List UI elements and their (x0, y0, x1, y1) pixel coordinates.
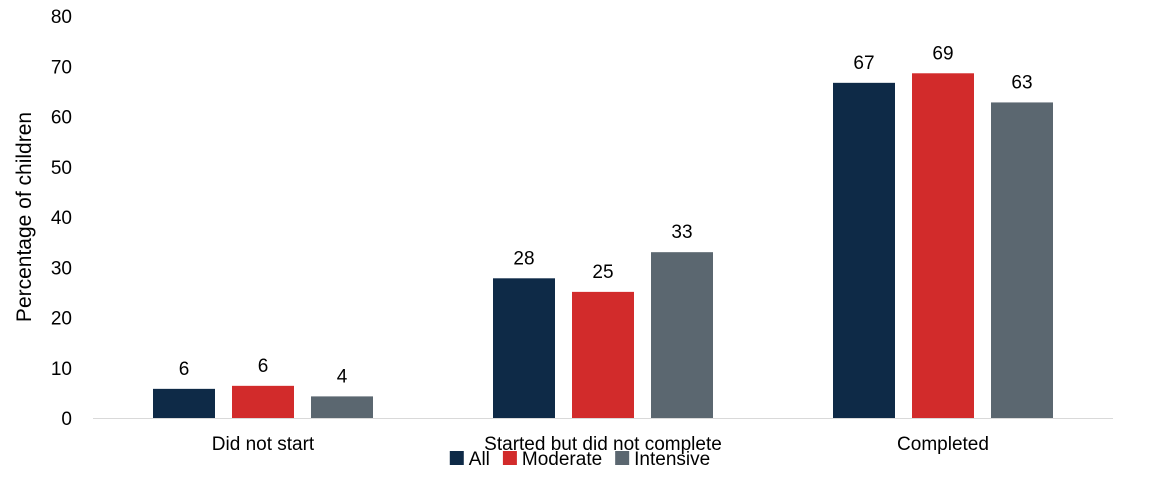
legend: All Moderate Intensive (449, 449, 710, 470)
y-tick-label: 70 (51, 57, 72, 78)
value-label: 28 (513, 248, 534, 269)
value-labels-group: 6 6 4 28 25 33 67 69 63 (179, 43, 1033, 387)
bar-intensive-0 (311, 396, 373, 418)
value-label: 63 (1011, 72, 1032, 93)
y-tick-label: 60 (51, 108, 72, 129)
y-tick-label: 20 (51, 309, 72, 330)
bar-all-0 (153, 388, 215, 418)
category-label: Started but did not complete (484, 434, 722, 455)
y-axis-title-group: Percentage of children (13, 112, 36, 322)
legend-label-moderate: Moderate (522, 449, 602, 470)
value-label: 67 (853, 53, 874, 74)
value-label: 6 (258, 356, 269, 377)
bar-moderate-1 (572, 291, 634, 418)
y-tick-label: 0 (61, 409, 72, 430)
legend-label-intensive: Intensive (634, 449, 710, 470)
bar-moderate-0 (232, 385, 294, 418)
value-label: 69 (932, 43, 953, 64)
bar-moderate-2 (912, 73, 974, 418)
value-label: 25 (592, 262, 613, 283)
y-axis-title: Percentage of children (13, 112, 36, 322)
bar-all-1 (493, 278, 555, 418)
value-label: 4 (337, 366, 348, 387)
y-axis-ticks: 0 10 20 30 40 50 60 70 80 (51, 7, 72, 430)
y-tick-label: 50 (51, 158, 72, 179)
bars-group (153, 73, 1053, 419)
legend-swatch-moderate (502, 451, 517, 465)
legend-label-all: All (469, 449, 490, 470)
y-tick-label: 80 (51, 7, 72, 28)
bar-all-2 (833, 82, 895, 419)
y-tick-label: 10 (51, 359, 72, 380)
category-labels-group: Did not start Started but did not complet… (212, 434, 989, 455)
y-tick-label: 30 (51, 258, 72, 279)
category-label: Did not start (212, 434, 315, 455)
category-label: Completed (897, 434, 989, 455)
legend-swatch-all (449, 451, 464, 465)
y-tick-label: 40 (51, 208, 72, 229)
bar-intensive-1 (651, 252, 713, 418)
bar-intensive-2 (991, 102, 1053, 419)
value-label: 6 (179, 359, 190, 380)
legend-swatch-intensive (615, 451, 630, 465)
value-label: 33 (671, 222, 692, 243)
